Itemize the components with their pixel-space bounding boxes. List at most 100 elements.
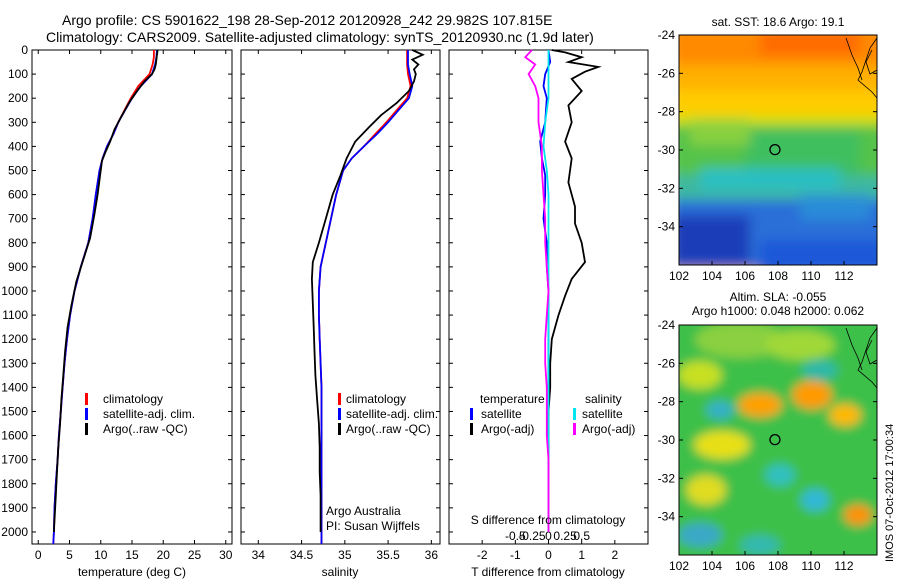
depth-tick-label: 400 [8, 139, 28, 153]
x-tick-label: 35 [338, 548, 352, 562]
legend-swatch-sal-satellite [573, 408, 576, 420]
lon-tick-label: 112 [834, 269, 853, 283]
lat-tick-label: -26 [658, 356, 676, 370]
difference-depth-ticks [449, 49, 648, 533]
lon-tick-label: 104 [702, 559, 722, 573]
lon-tick-label: 104 [702, 269, 722, 283]
legend-label-temp-argo: Argo(-adj) [481, 422, 534, 436]
depth-tick-label: 1200 [1, 332, 28, 346]
coastline-sla [845, 327, 877, 389]
top-tick-label: 0 [545, 529, 552, 543]
x-tick-label: -2 [477, 548, 488, 562]
depth-tick-label: 700 [8, 212, 28, 226]
lat-tick-label: -24 [658, 28, 676, 42]
argo-location-marker-sla [769, 434, 781, 446]
legend-swatch-argo [338, 423, 341, 435]
salinity-profiles [310, 49, 425, 544]
argo-australia-label: Argo Australia [326, 504, 401, 518]
temperature-profiles [52, 49, 159, 545]
series-line-2 [310, 49, 425, 532]
series-line-2 [53, 49, 159, 533]
sla-map-subtitle: Argo h1000: 0.048 h2000: 0.062 [692, 304, 864, 318]
x-tick-label: 10 [94, 548, 108, 562]
salinity-xlabel: salinity [322, 565, 359, 579]
legend-title-salinity: salinity [585, 392, 622, 406]
temperature-axes-frame [31, 49, 233, 545]
coastline [845, 37, 877, 99]
legend-label-satellite: satellite-adj. clim. [346, 407, 438, 421]
x-tick-label: 15 [125, 548, 139, 562]
legend-swatch-satellite [85, 408, 88, 420]
sst-heatmap [679, 35, 877, 265]
sst-map-panel: sat. SST: 18.6 Argo: 19.1 [658, 15, 878, 283]
depth-tick-label: 1600 [1, 429, 28, 443]
series-line-1 [547, 49, 602, 532]
figure-title-line1: Argo profile: CS 5901622_198 28-Sep-2012… [62, 12, 553, 28]
legend-swatch-satellite [338, 408, 341, 420]
figure-title-line2: Climatology: CARS2009. Satellite-adjuste… [46, 29, 594, 45]
sla-map-axes: 102 104 106 108 110 112 -24 -26 -28 -30 -32 -34 [658, 318, 877, 573]
top-tick-label: 0.25 [553, 529, 577, 543]
legend-swatch-sal-argo [573, 423, 576, 435]
depth-tick-label: 500 [8, 163, 28, 177]
argo-location-marker [769, 144, 781, 156]
sla-map-title: Altim. SLA: -0.055 [730, 290, 827, 304]
lat-tick-label: -32 [658, 181, 676, 195]
legend-label-climatology: climatology [103, 392, 163, 406]
difference-legend: temperature salinity satellite Argo(-adj… [470, 392, 635, 436]
depth-tick-label: 1900 [1, 501, 28, 515]
salinity-x-axis: 34 34.5 35 35.5 36 [252, 50, 438, 562]
legend-label-climatology: climatology [346, 392, 406, 406]
series-line-3 [523, 49, 550, 532]
x-tick-label: -1 [510, 548, 521, 562]
x-tick-label: 30 [219, 548, 233, 562]
series-line-1 [317, 50, 414, 544]
depth-tick-label: 2000 [1, 525, 28, 539]
depth-tick-label: 0 [21, 43, 28, 57]
depth-tick-label: 1100 [2, 308, 28, 322]
imos-timestamp: IMOS 07-Oct-2012 17:00:34 [884, 424, 896, 562]
depth-axis: 0 100 200 300 400 500 600 700 800 900 1000 1100 1200… [1, 43, 232, 539]
legend-swatch-temp-satellite [470, 408, 473, 420]
legend-title-temperature: temperature [480, 392, 545, 406]
x-tick-label: 2 [611, 548, 618, 562]
series-line-0 [52, 50, 155, 545]
salinity-difference-top-axis: -0.5-0.25 0 0.250.5 [505, 529, 590, 543]
legend-label-sal-argo: Argo(-adj) [582, 422, 635, 436]
lat-tick-label: -28 [658, 105, 676, 119]
lon-tick-label: 108 [768, 269, 788, 283]
legend-label-satellite: satellite-adj. clim. [103, 407, 195, 421]
x-tick-label: 1 [578, 548, 585, 562]
legend-swatch-climatology [338, 393, 341, 405]
difference-panel: -2 -1 0 1 2 -0.5-0.25 0 0.250.5 S difference f… [448, 49, 649, 579]
salinity-depth-ticks [241, 49, 440, 533]
depth-tick-label: 1700 [1, 453, 28, 467]
x-tick-label: 0 [35, 548, 42, 562]
salinity-panel: 34 34.5 35 35.5 36 salinity climatology sate… [240, 49, 441, 579]
lat-tick-label: -28 [658, 395, 676, 409]
lat-tick-label: -34 [658, 510, 676, 524]
salinity-legend: climatology satellite-adj. clim. Argo(..… [338, 392, 438, 436]
x-tick-label: 0 [545, 548, 552, 562]
pi-label: PI: Susan Wijffels [326, 519, 420, 533]
lat-tick-label: -34 [658, 220, 676, 234]
lat-tick-label: -24 [658, 318, 676, 332]
lon-tick-label: 106 [735, 559, 755, 573]
series-line-1 [52, 49, 158, 545]
depth-tick-label: 1800 [1, 477, 28, 491]
top-tick-label: -0.5 [505, 529, 526, 543]
x-tick-label: 35.5 [376, 548, 400, 562]
t-difference-xlabel: T difference from climatology [471, 565, 625, 579]
legend-swatch-temp-argo [470, 423, 473, 435]
depth-tick-label: 1300 [1, 356, 28, 370]
temperature-xlabel: temperature (deg C) [78, 565, 186, 579]
legend-label-temp-satellite: satellite [481, 407, 522, 421]
x-tick-label: 20 [157, 548, 171, 562]
salinity-axes-frame [240, 49, 441, 545]
depth-tick-label: 800 [8, 236, 28, 250]
x-tick-label: 25 [188, 548, 202, 562]
top-tick-label: -0.25 [518, 529, 546, 543]
sla-heatmap [679, 325, 877, 555]
legend-label-argo: Argo(..raw -QC) [103, 422, 188, 436]
